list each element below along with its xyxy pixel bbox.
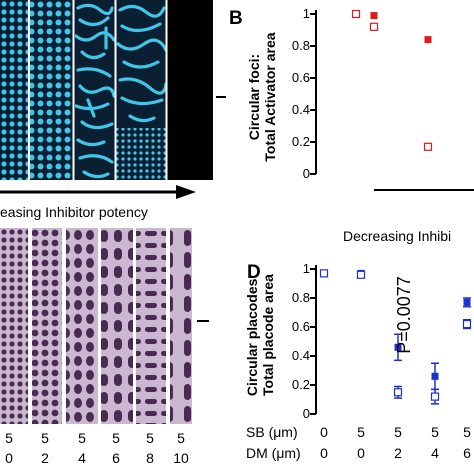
- p-value-annotation: P=0.0077: [394, 276, 414, 354]
- panel-d-point-open: [393, 388, 403, 397]
- panel-c-sb-6: 5: [177, 430, 185, 446]
- panel-d-ylabel: Circular placodes: Total placode area: [244, 260, 280, 410]
- panel-d-ytick-label: 0.4: [291, 348, 310, 363]
- panel-c-sb-1: 5: [5, 430, 13, 446]
- panel-c-dm-3: 4: [78, 450, 86, 466]
- panel-b-ytick-label: 1: [302, 6, 310, 21]
- panel-b-xlabel: Decreasing Inhibi: [343, 228, 452, 244]
- panel-d-ytick-label: 0.2: [291, 377, 310, 392]
- panel-c-sb-2: 5: [41, 430, 49, 446]
- panel-a-image: [0, 0, 213, 180]
- panel-d-point-open: [462, 319, 472, 329]
- panel-d-plot: [310, 265, 472, 415]
- explant-5: [136, 228, 166, 424]
- panel-d-point-filled: [463, 298, 471, 306]
- dm-value-1: 0: [320, 445, 328, 461]
- panel-d-point-open: [430, 392, 440, 401]
- panel-c-marker: [197, 320, 209, 322]
- panel-d-ytick-label: 1: [302, 261, 310, 276]
- panel-d-letter: D: [247, 262, 261, 283]
- sim-strip-5: [167, 0, 213, 180]
- panel-d-ylabel-line1: Circular placodes:: [244, 273, 260, 397]
- panel-b-point-filled: [370, 12, 378, 20]
- panel-d-point-filled: [431, 372, 439, 380]
- panel-c-sb-4: 5: [112, 430, 120, 446]
- panel-c-dm-2: 2: [41, 450, 49, 466]
- explant-2: [32, 228, 62, 424]
- panel-b-ylabel: Circular foci: Total Activator area: [246, 17, 282, 177]
- potency-caption: easing Inhibitor potency: [0, 204, 148, 220]
- sb-value-1: 0: [320, 424, 328, 440]
- panel-d-point-filled: [394, 343, 402, 351]
- panel-b-plot: [310, 9, 474, 191]
- panel-b-point-filled: [424, 36, 432, 44]
- panel-d-ytick-label: 0.6: [291, 319, 310, 334]
- panel-d-ytick-label: 0.8: [291, 290, 310, 305]
- potency-arrow: [0, 185, 196, 199]
- panel-b-ytick-label: 0.2: [291, 134, 310, 149]
- sim-strip-2: [30, 0, 72, 180]
- panel-b-ylabel-line2: Total Activator area: [262, 32, 278, 162]
- panel-b-point-open: [369, 22, 379, 31]
- panel-b-point-open: [423, 142, 433, 151]
- panel-d-ylabel-line2: Total placode area: [260, 274, 276, 396]
- dm-value-3: 2: [394, 445, 402, 461]
- sim-strip-3: [75, 3, 115, 179]
- panel-b-ytick-label: 0.8: [291, 38, 310, 53]
- explant-3: [66, 228, 98, 424]
- sim-strip-1: [0, 0, 28, 180]
- sb-value-4: 5: [431, 424, 439, 440]
- explant-1: [0, 228, 28, 424]
- dm-value-2: 0: [357, 445, 365, 461]
- panel-c-sb-3: 5: [78, 430, 86, 446]
- panel-b-ytick-label: 0.6: [291, 70, 310, 85]
- panel-b-ylabel-line1: Circular foci:: [246, 53, 262, 141]
- panel-c-dm-1: 0: [5, 450, 13, 466]
- panel-c-dm-4: 6: [112, 450, 120, 466]
- panel-d-point-open: [356, 270, 366, 279]
- sim-strip-4: [116, 4, 166, 180]
- sb-value-3: 5: [394, 424, 402, 440]
- sb-value-2: 5: [357, 424, 365, 440]
- panel-b-point-open: [351, 9, 361, 19]
- dm-value-5: 6: [463, 445, 471, 461]
- dm-value-4: 4: [431, 445, 439, 461]
- panel-d-point-open: [319, 269, 329, 278]
- panel-c-dm-5: 8: [146, 450, 154, 466]
- panel-c-dm-6: 10: [173, 450, 189, 466]
- panel-c-image: [0, 228, 200, 424]
- dm-label: DM (μm): [246, 445, 301, 461]
- panel-b-ytick-label: 0: [302, 166, 310, 181]
- explant-4: [101, 228, 133, 424]
- panel-b-ytick-label: 0.4: [291, 102, 310, 117]
- explant-6: [170, 228, 192, 424]
- sb-label: SB (μm): [246, 424, 298, 440]
- panel-d-ytick-label: 0: [302, 406, 310, 421]
- panel-b-letter: B: [229, 8, 243, 29]
- sb-value-5: 5: [463, 424, 471, 440]
- panel-c-sb-5: 5: [146, 430, 154, 446]
- panel-a-marker: [216, 96, 226, 98]
